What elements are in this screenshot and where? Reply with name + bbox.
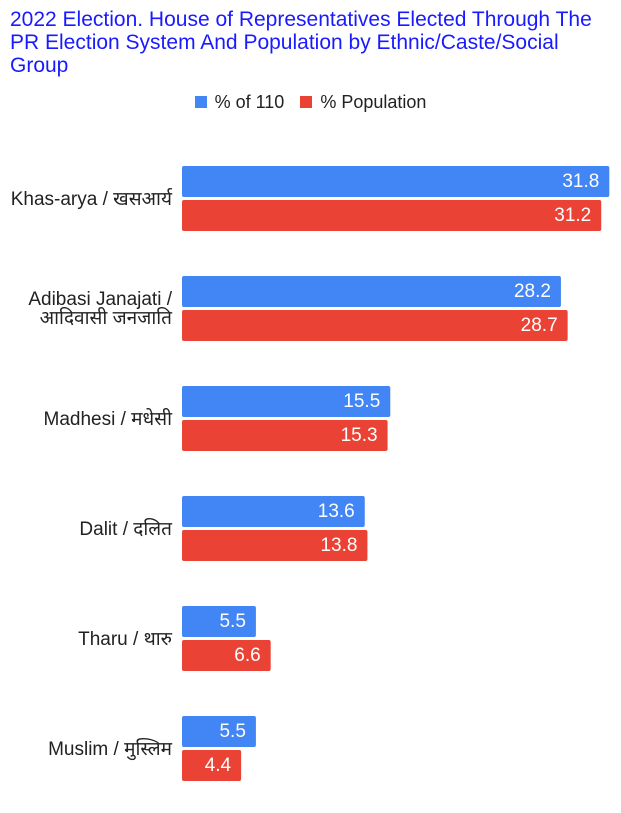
value-label: 5.5 (219, 721, 245, 742)
legend-item: % Population (300, 92, 426, 113)
value-label: 4.4 (205, 755, 232, 776)
bar (182, 166, 610, 197)
bar (182, 200, 602, 231)
bar (182, 640, 271, 671)
legend-label: % Population (320, 92, 427, 112)
bar (182, 276, 561, 307)
bar (182, 386, 391, 417)
value-label: 31.8 (562, 171, 599, 192)
bar (182, 496, 365, 527)
value-label: 15.3 (341, 425, 378, 446)
value-label: 31.2 (554, 205, 591, 226)
value-label: 28.2 (514, 281, 551, 302)
bar (182, 310, 568, 341)
category-label: Dalit / दलित (79, 518, 172, 540)
value-label: 5.5 (219, 611, 245, 632)
category-label: Tharu / थारु (78, 628, 172, 650)
category-label: Khas-arya / खसआर्य (10, 188, 172, 210)
legend-label: % of 110 (214, 92, 285, 112)
chart-title: 2022 Election. House of Representatives … (10, 8, 592, 77)
bar (182, 750, 242, 781)
bar (182, 530, 368, 561)
value-label: 13.8 (320, 535, 357, 556)
value-label: 15.5 (343, 391, 380, 412)
bar (182, 716, 256, 747)
category-label: Adibasi Janajati / आदिवासी जनजाति (28, 289, 172, 329)
legend: % of 110 % Population (0, 92, 621, 113)
value-label: 13.6 (318, 501, 355, 522)
bar (182, 420, 388, 451)
legend-swatch (194, 96, 207, 108)
bar (182, 606, 256, 637)
category-label: Madhesi / मधेसी (43, 408, 172, 430)
value-label: 6.6 (234, 645, 260, 666)
legend-swatch (300, 96, 313, 108)
category-label: Muslim / मुस्लिम (48, 738, 172, 760)
value-label: 28.7 (521, 315, 558, 336)
legend-item: % of 110 (194, 92, 285, 113)
